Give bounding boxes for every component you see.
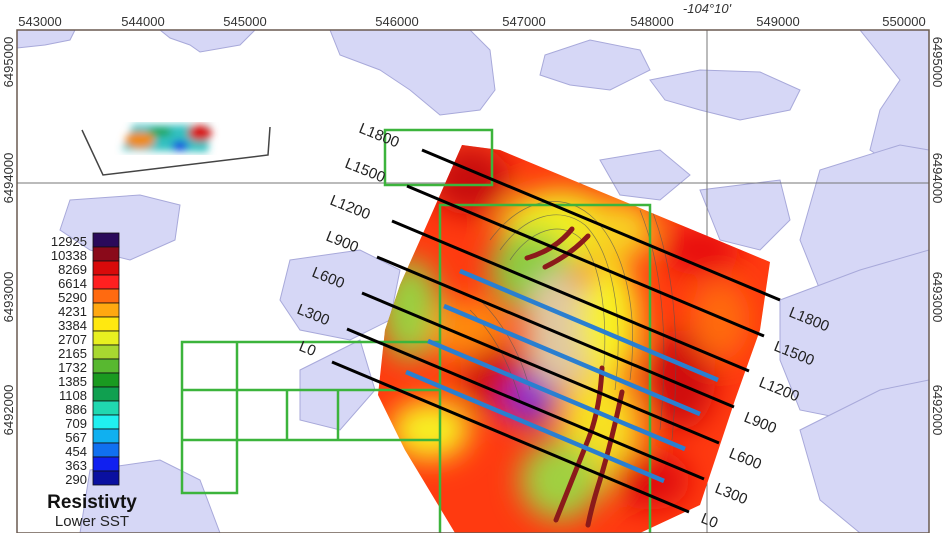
x-tick-label: 550000 [882, 14, 925, 29]
legend-swatch [92, 274, 120, 290]
y-tick-label-right: 6493000 [930, 272, 945, 323]
legend-swatch [92, 372, 120, 388]
legend-swatch [92, 414, 120, 430]
survey-line-l0[interactable] [331, 360, 690, 514]
x-tick-label: 544000 [121, 14, 164, 29]
legend-swatch [92, 470, 120, 486]
legend-value: 8269 [58, 262, 87, 277]
legend-value: 1732 [58, 360, 87, 375]
legend-value: 5290 [58, 290, 87, 305]
line-label-right: L0 [699, 510, 721, 532]
x-tick-label: 546000 [375, 14, 418, 29]
legend-swatch [92, 358, 120, 374]
survey-line-l1800[interactable] [421, 148, 781, 302]
legend-title: Resistivty [47, 492, 137, 513]
legend-value: 10338 [51, 248, 87, 263]
legend-value: 4231 [58, 304, 87, 319]
proposed-lines [405, 268, 719, 484]
3d-inset-thumbnail [81, 125, 271, 176]
legend-value: 3384 [58, 318, 87, 333]
longitude-label: -104°10' [683, 1, 732, 16]
legend-value: 2165 [58, 346, 87, 361]
legend-value: 567 [65, 430, 87, 445]
survey-line-l1500[interactable] [406, 184, 765, 338]
map-frame [16, 29, 930, 533]
legend-value: 1108 [59, 388, 87, 403]
legend-swatch [92, 386, 120, 402]
y-tick-label-left: 6492000 [1, 385, 16, 436]
x-tick-label: 545000 [223, 14, 266, 29]
y-tick-label-right: 6492000 [930, 385, 945, 436]
survey-lines [331, 148, 781, 514]
legend-swatch [92, 302, 120, 318]
y-tick-label-right: 6494000 [930, 153, 945, 204]
legend-value: 6614 [58, 276, 87, 291]
legend-swatch [92, 442, 120, 458]
survey-line-l900[interactable] [376, 255, 735, 409]
legend-value: 454 [65, 444, 87, 459]
x-tick-label: 547000 [502, 14, 545, 29]
legend-value: 363 [65, 458, 87, 473]
x-tick-label: 548000 [630, 14, 673, 29]
legend-swatch [92, 288, 120, 304]
line-label-left: L0 [297, 338, 319, 360]
legend-swatch [92, 456, 120, 472]
x-tick-label: 543000 [18, 14, 61, 29]
legend-swatch [92, 330, 120, 346]
legend-value: 2707 [58, 332, 87, 347]
legend-value: 886 [65, 402, 87, 417]
y-tick-label-left: 6494000 [1, 153, 16, 204]
x-tick-label: 549000 [756, 14, 799, 29]
legend-swatch [92, 316, 120, 332]
legend-subtitle: Lower SST [55, 513, 129, 530]
legend-value: 12925 [51, 234, 87, 249]
legend-swatch [92, 428, 120, 444]
legend-swatch [92, 260, 120, 276]
legend-value: 709 [65, 416, 87, 431]
survey-line-l1200[interactable] [391, 219, 750, 373]
survey-line-l300[interactable] [346, 327, 705, 481]
y-tick-label-left: 6495000 [1, 37, 16, 88]
legend-swatch [92, 232, 120, 248]
legend-swatch [92, 344, 120, 360]
legend-value: 290 [65, 472, 87, 487]
y-tick-label-left: 6493000 [1, 272, 16, 323]
lakes [17, 30, 929, 533]
legend-value: 1385 [58, 374, 87, 389]
legend-swatch [92, 400, 120, 416]
legend-swatch [92, 246, 120, 262]
y-tick-label-right: 6495000 [930, 37, 945, 88]
survey-line-l600[interactable] [361, 291, 720, 445]
resistivity-legend: 12925 10338 8269 6614 5290 4231 3384 270… [47, 232, 137, 530]
